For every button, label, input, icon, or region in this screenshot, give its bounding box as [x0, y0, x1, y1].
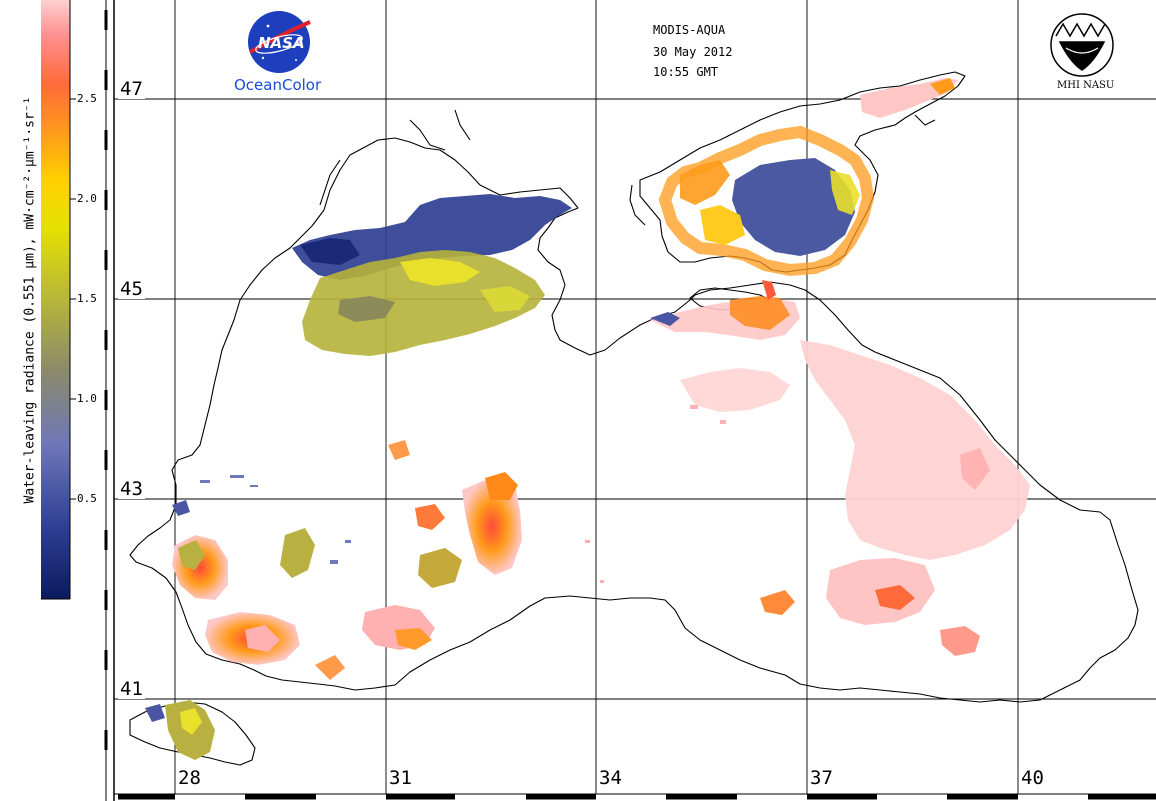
map-frame	[104, 0, 1156, 801]
sensor-label: MODIS-AQUA	[653, 23, 726, 37]
colorbar	[41, 0, 76, 600]
colorbar-tick: 2.0	[77, 192, 97, 205]
mhi-logo-label: MHI NASU	[1057, 80, 1115, 91]
mhi-logo	[1050, 13, 1114, 77]
longitude-label: 31	[389, 767, 412, 789]
azov-low-radiance	[732, 158, 855, 256]
nasa-logo	[248, 11, 311, 73]
latitude-label: 41	[118, 678, 145, 700]
latitude-label: 43	[118, 478, 145, 500]
latitude-label: 47	[118, 78, 145, 100]
longitude-label: 40	[1021, 767, 1044, 789]
nw-shelf-mid-radiance	[302, 250, 545, 356]
radiance-data	[145, 78, 1030, 760]
colorbar-tick: 1.5	[77, 292, 97, 305]
date-label: 30 May 2012	[653, 45, 733, 59]
colorbar-title: Water-leaving radiance (0.551 µm), mW·cm…	[22, 96, 38, 504]
nasa-logo-text: NASA	[258, 34, 305, 52]
longitude-label: 28	[178, 767, 201, 789]
colorbar-tick: 1.0	[77, 392, 97, 405]
oceancolor-label: OceanColor	[234, 76, 322, 94]
latitude-label: 45	[118, 278, 145, 300]
colorbar-gradient	[41, 0, 70, 599]
nw-shelf-low-radiance	[292, 194, 572, 280]
coastline	[129, 71, 1139, 766]
longitude-label: 34	[599, 767, 622, 789]
colorbar-tick: 0.5	[77, 492, 97, 505]
east-high-radiance	[800, 340, 1030, 560]
colorbar-tick: 2.5	[77, 92, 97, 105]
longitude-label: 37	[810, 767, 833, 789]
time-label: 10:55 GMT	[653, 65, 719, 79]
geographic-grid	[114, 0, 1156, 794]
